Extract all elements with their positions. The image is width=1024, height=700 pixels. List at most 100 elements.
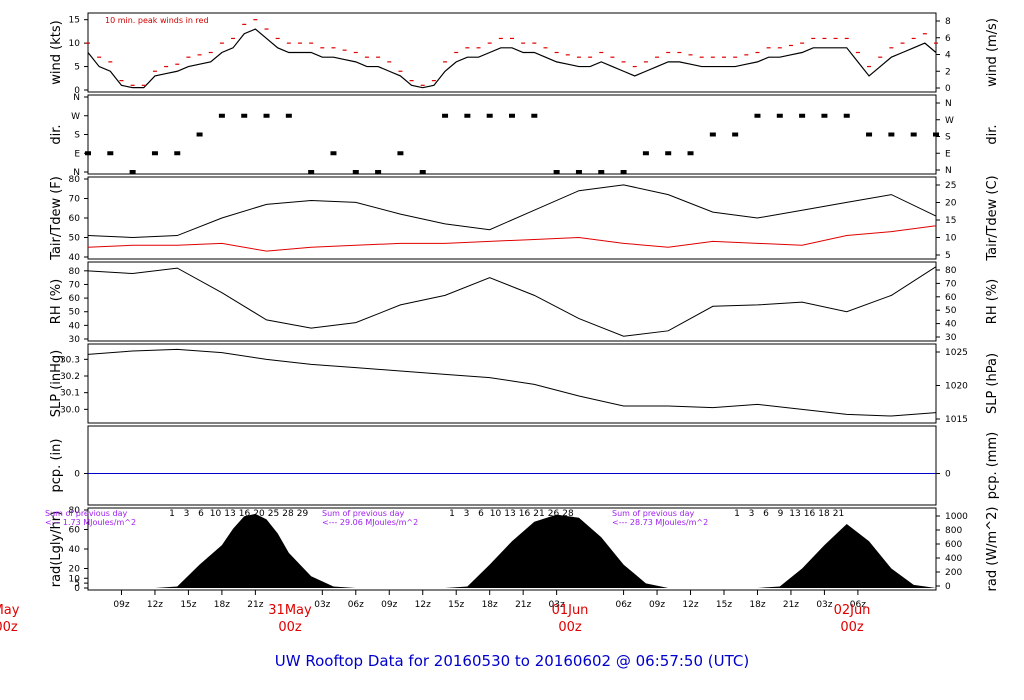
- slp-left-tick-label: 30.2: [60, 372, 80, 382]
- wind-right-tick-label: 8: [945, 17, 951, 27]
- temp-left-tick-label: 80: [69, 175, 81, 185]
- x-tick-label: 09z: [113, 600, 129, 610]
- rad-hour-mark: 16: [804, 509, 816, 519]
- rad-hour-mark: 1: [169, 509, 175, 519]
- chart-title: UW Rooftop Data for 20160530 to 20160602…: [275, 652, 749, 670]
- temp-left-tick-label: 60: [69, 214, 81, 224]
- rad-hour-mark: 21: [833, 509, 844, 519]
- slp-right-tick-label: 1020: [945, 382, 968, 392]
- rad-right-tick-label: 800: [945, 526, 962, 536]
- rad-sum-note-title: Sum of previous day: [612, 509, 694, 518]
- day-label-top: May: [0, 603, 20, 618]
- dir-point: [442, 113, 449, 118]
- dir-point: [196, 132, 203, 137]
- pcp-left-label: pcp. (in): [49, 439, 64, 493]
- rh-left-tick-label: 50: [69, 308, 81, 318]
- rad-left-tick-label: 5: [74, 579, 80, 589]
- dir-right-tick-label: N: [945, 166, 952, 176]
- x-tick-label: 09z: [649, 600, 665, 610]
- rad-left-tick-label: 0: [74, 584, 80, 594]
- x-tick-label: 12z: [147, 600, 163, 610]
- x-tick-label: 03z: [816, 600, 832, 610]
- panel-slp: SLP (inHg) SLP (hPa) 30.0 30.1 30.2 30.3 1015 1…: [49, 343, 1000, 425]
- day-label-bottom: 00z: [840, 620, 864, 635]
- dir-point: [263, 113, 270, 118]
- dir-point: [218, 113, 225, 118]
- wind-right-tick-label: 2: [945, 67, 951, 77]
- dir-point: [531, 113, 538, 118]
- rad-hour-mark: 10: [490, 509, 502, 519]
- panel-temp: Tair/Tdew (F) Tair/Tdew (C) 40 50 60 70 80 5 10 1…: [49, 175, 1000, 263]
- dir-point: [799, 113, 806, 118]
- dir-right-tick-label: E: [945, 149, 951, 159]
- rad-left-tick-label: 80: [69, 506, 81, 516]
- dir-point: [352, 170, 359, 174]
- x-tick-label: 03z: [314, 600, 330, 610]
- slp-right-tick-label: 1015: [945, 415, 968, 425]
- rh-left-tick-label: 80: [69, 267, 81, 277]
- rh-left-tick-label: 30: [69, 335, 81, 345]
- rh-right-label: RH (%): [985, 279, 1000, 324]
- pcp-left-tick-label: 0: [74, 470, 80, 480]
- panel-rad: rad(Lgly/hr) rad (W/m^2)05102040608002004…: [45, 506, 1000, 594]
- dir-point: [665, 151, 672, 156]
- dir-point: [241, 113, 248, 118]
- rad-left-tick-label: 20: [69, 565, 81, 575]
- wind-frame: [87, 12, 937, 93]
- rad-left-tick-label: 60: [69, 526, 81, 536]
- rh-right-tick-label: 80: [945, 266, 957, 276]
- rad-right-tick-label: 1000: [945, 512, 968, 522]
- slp-right-label: SLP (hPa): [985, 353, 1000, 414]
- x-tick-label: 21z: [247, 600, 263, 610]
- dir-point: [754, 113, 761, 118]
- rad-hour-mark: 28: [562, 509, 574, 519]
- day-label-bottom: 00z: [558, 620, 582, 635]
- x-tick-label: 03z: [549, 600, 565, 610]
- dir-point: [397, 151, 404, 156]
- dir-point: [419, 170, 426, 174]
- temp-right-tick-label: 15: [945, 216, 956, 226]
- dir-point: [85, 151, 91, 156]
- x-tick-label: 12z: [415, 600, 431, 610]
- dir-point: [330, 151, 337, 156]
- wind-left-tick-label: 5: [74, 63, 80, 73]
- pcp-frame: [87, 425, 937, 506]
- dir-frame: [87, 94, 937, 175]
- rad-hour-mark: 29: [297, 509, 309, 519]
- temp-right-tick-label: 5: [945, 251, 951, 261]
- rh-right-tick-label: 50: [945, 306, 957, 316]
- day-label-top: 02Jun: [834, 603, 871, 618]
- dir-point: [888, 132, 895, 137]
- rad-right-tick-label: 200: [945, 568, 962, 578]
- rh-left-tick-label: 70: [69, 280, 81, 290]
- rad-right-tick-label: 0: [945, 582, 951, 592]
- x-tick-label: 21z: [783, 600, 799, 610]
- rad-hour-mark: 16: [239, 509, 251, 519]
- rad-hour-mark: 16: [519, 509, 531, 519]
- rad-sum-note-title: Sum of previous day: [45, 509, 127, 518]
- day-label-top: 31May: [268, 603, 312, 618]
- rad-hour-mark: 6: [198, 509, 204, 519]
- rad-sum-note-value: <--- 28.73 MJoules/m^2: [612, 518, 708, 527]
- dir-right-tick-label: S: [945, 133, 951, 143]
- rh-left-tick-label: 60: [69, 294, 81, 304]
- temp-left-label: Tair/Tdew (F): [49, 176, 64, 261]
- dir-point: [933, 132, 939, 137]
- temp-right-label: Tair/Tdew (C): [985, 175, 1000, 261]
- x-tick-label: 06z: [348, 600, 364, 610]
- rad-hour-mark: 6: [763, 509, 769, 519]
- dir-point: [107, 151, 114, 156]
- x-tick-label: 18z: [749, 600, 765, 610]
- temp-frame: [87, 176, 937, 260]
- dir-point: [174, 151, 181, 156]
- slp-line: [87, 348, 937, 417]
- dir-point: [464, 113, 471, 118]
- dir-right-tick-label: W: [945, 116, 954, 126]
- dir-point: [598, 170, 605, 174]
- time-axis: 09z 12z 15z 18z 21z 03z 06z 09z 12z 15z 18z 21z 03z 0…: [0, 590, 870, 635]
- x-tick-label: 06z: [850, 600, 866, 610]
- rad-hour-mark: 1: [734, 509, 740, 519]
- dir-point: [375, 170, 382, 174]
